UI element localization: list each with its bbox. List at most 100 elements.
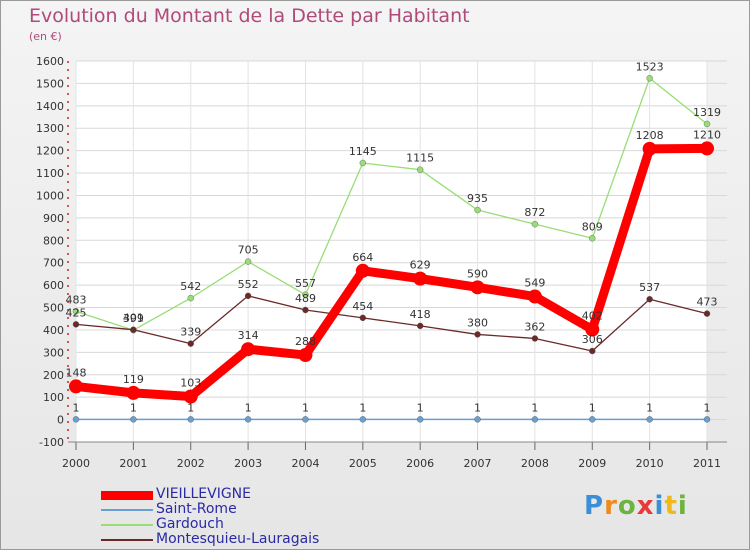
logo-letter: i <box>677 491 688 521</box>
data-label: 489 <box>295 292 316 305</box>
data-point <box>474 331 481 338</box>
data-point <box>244 258 252 265</box>
y-tick-label: -100 <box>39 436 64 449</box>
data-label: 473 <box>697 296 718 309</box>
data-point <box>241 342 256 357</box>
data-label: 1208 <box>636 129 664 142</box>
data-label: 306 <box>582 333 603 346</box>
data-point <box>646 75 653 82</box>
logo-letter: o <box>617 491 637 521</box>
x-tick-label: 2008 <box>521 457 549 470</box>
data-label: 1 <box>646 401 653 414</box>
data-point <box>700 141 714 156</box>
y-tick-label: 400 <box>43 324 64 337</box>
data-label: 590 <box>467 267 488 280</box>
data-point <box>703 120 711 128</box>
data-label: 1 <box>130 401 137 414</box>
y-tick-label: 800 <box>43 234 64 247</box>
legend-label: VIEILLEVIGNE <box>156 486 251 502</box>
data-label: 1 <box>245 401 252 414</box>
plot-area <box>76 61 707 442</box>
x-tick-label: 2000 <box>62 457 90 470</box>
data-label: 557 <box>295 277 316 290</box>
y-tick-label: 1100 <box>36 167 64 180</box>
y-tick-label: 1600 <box>36 55 64 68</box>
data-point <box>531 416 539 423</box>
data-point <box>69 379 83 394</box>
y-tick-label: 300 <box>43 346 64 359</box>
data-label: 1 <box>589 401 596 414</box>
data-point <box>302 416 309 423</box>
logo-letter: P <box>584 491 605 521</box>
y-tick-label: 200 <box>43 369 64 382</box>
data-point <box>244 416 252 423</box>
data-point <box>359 159 367 167</box>
data-label: 1 <box>474 401 481 414</box>
legend-swatch <box>101 539 153 541</box>
data-label: 1 <box>531 401 538 414</box>
data-label: 402 <box>582 309 603 322</box>
data-label: 399 <box>123 312 144 325</box>
y-tick-label: 600 <box>43 279 64 292</box>
y-tick-label: 1400 <box>36 100 64 113</box>
x-tick-label: 2006 <box>406 457 434 470</box>
legend-label: Gardouch <box>156 516 224 532</box>
data-label: 1 <box>187 401 194 414</box>
data-label: 1 <box>704 401 711 414</box>
data-label: 664 <box>352 251 373 264</box>
data-point <box>646 296 653 303</box>
y-tick-label: 1500 <box>36 77 64 90</box>
data-point <box>416 166 424 173</box>
data-label: 872 <box>524 206 545 219</box>
y-tick-label: 500 <box>43 302 64 315</box>
data-label: 119 <box>123 373 144 386</box>
legend-swatch <box>101 509 153 511</box>
data-point <box>474 416 481 423</box>
legend-label: Saint-Rome <box>156 501 237 517</box>
x-tick-label: 2009 <box>578 457 606 470</box>
data-point <box>355 263 370 278</box>
data-label: 1115 <box>406 152 434 165</box>
data-point <box>72 416 80 423</box>
x-tick-label: 2004 <box>291 457 319 470</box>
y-tick-label: 1200 <box>36 145 64 158</box>
x-tick-label: 2007 <box>464 457 492 470</box>
data-point <box>703 416 711 423</box>
logo-letter: x <box>636 491 655 521</box>
series-line-0 <box>71 143 712 402</box>
data-label: 549 <box>524 277 545 290</box>
data-point <box>527 289 542 304</box>
y-tick-label: 700 <box>43 257 64 270</box>
data-label: 103 <box>180 377 201 390</box>
data-label: 542 <box>180 280 201 293</box>
x-tick-label: 2005 <box>349 457 377 470</box>
data-point <box>302 291 309 298</box>
proxiti-logo: Proxiti <box>584 491 688 521</box>
data-point <box>589 416 596 423</box>
y-tick-label: 1000 <box>36 189 64 202</box>
series-line-3 <box>75 295 708 352</box>
data-point <box>187 416 194 423</box>
chart-unit-label: (en €) <box>29 30 62 43</box>
data-point <box>470 280 485 295</box>
data-point <box>187 294 194 302</box>
y-tick-label: 0 <box>57 414 64 427</box>
data-label: 1145 <box>349 145 377 158</box>
data-point <box>585 322 600 337</box>
logo-letter: t <box>664 491 678 521</box>
y-tick-label: 1300 <box>36 122 64 135</box>
data-point <box>646 416 653 423</box>
data-label: 418 <box>410 308 431 321</box>
data-label: 1 <box>73 401 80 414</box>
data-label: 483 <box>66 293 87 306</box>
data-label: 1523 <box>636 60 664 73</box>
data-point <box>531 220 539 228</box>
data-point <box>416 416 424 423</box>
data-label: 425 <box>66 306 87 319</box>
data-label: 809 <box>582 220 603 233</box>
data-label: 380 <box>467 316 488 329</box>
data-label: 629 <box>410 259 431 272</box>
x-tick-label: 2003 <box>234 457 262 470</box>
